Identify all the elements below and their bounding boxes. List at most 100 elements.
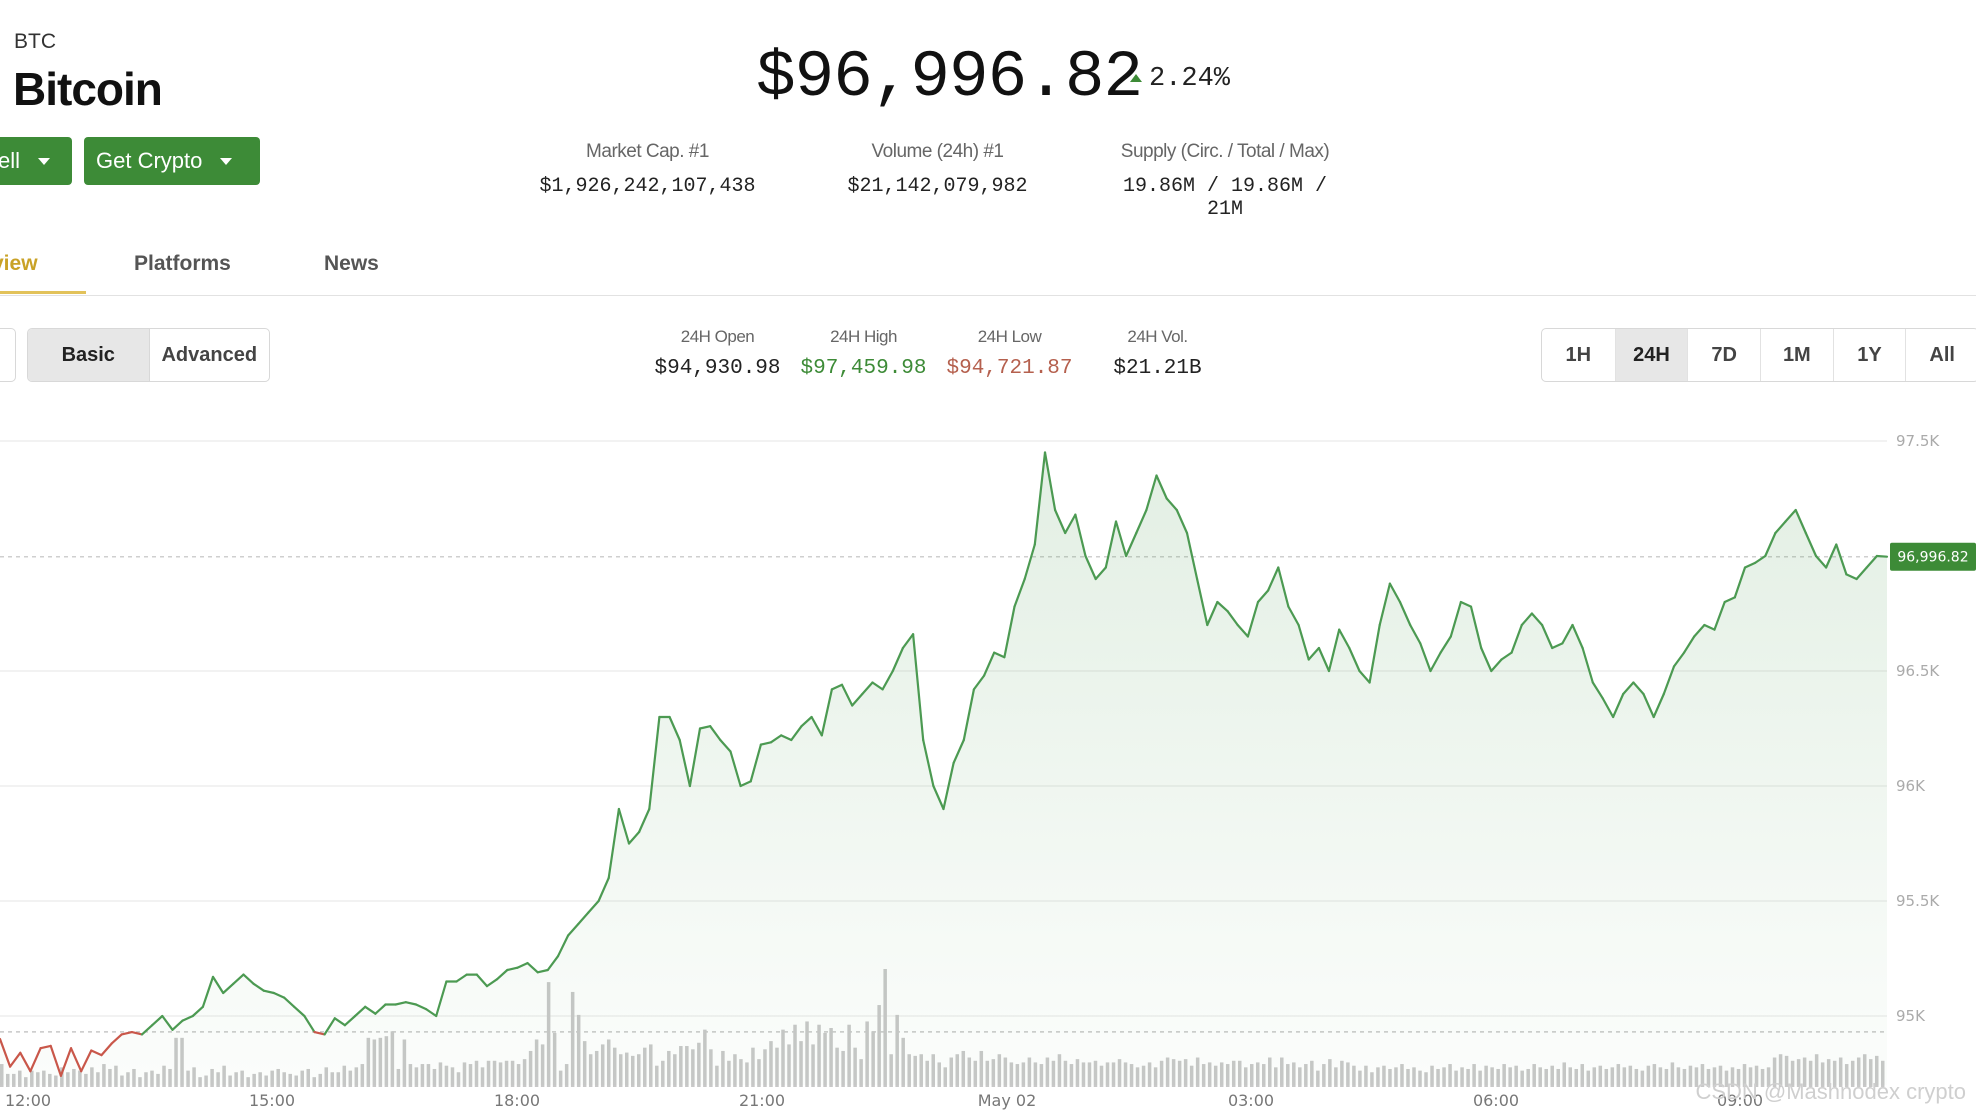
ohlc-value: $94,721.87 [946,357,1073,380]
price-line-segment [729,750,742,788]
price-tag-label: 96,996.82 [1897,550,1968,566]
price-line-segment [49,1044,63,1077]
price-line-segment [607,807,621,880]
price-line-segment [1358,669,1371,684]
price-line-segment [354,1005,367,1018]
tab-news[interactable]: News [324,252,379,275]
price-line-segment [830,683,844,691]
price-line-segment [516,961,529,969]
price-line-segment [1571,623,1584,650]
price-line-segment [1256,589,1270,604]
range-all-button[interactable]: All [1905,329,1976,381]
price-line-segment [100,1042,113,1057]
price-line-segment [526,961,539,974]
price-line-segment [9,1051,22,1068]
ohlc-volume: 24H Vol. $21.21B [1100,327,1215,380]
range-7d-button[interactable]: 7D [1687,329,1760,381]
range-1h-button[interactable]: 1H [1565,343,1592,366]
price-line-segment [1226,610,1239,627]
price-line-segment [414,1003,428,1011]
price-line-segment [19,1051,32,1073]
price-line-segment [1500,651,1513,661]
chevron-down-icon [38,157,51,165]
ohlc-label: 24H Open [680,327,755,346]
price-line-segment [1429,651,1442,673]
price-line-segment [1743,561,1757,569]
price-line-segment [211,975,225,995]
tab-overview[interactable]: view [0,252,38,275]
price-line-segment [942,761,955,811]
price-line-segment [901,633,915,650]
ohlc-label: 24H Low [977,327,1042,346]
mode-advanced-button[interactable]: Advanced [148,329,270,381]
stat-volume: Volume (24h) #1 $21,142,079,982 [830,141,1045,198]
stat-value: 19.86M / 19.86M / 21M [1122,175,1328,221]
active-tab-indicator [0,291,86,294]
chart-type-toggle-partial[interactable] [0,328,16,382]
ohlc-value: $94,930.98 [654,357,781,380]
price-line-segment [1723,596,1736,604]
price-line-segment [181,1014,194,1022]
tab-platforms[interactable]: Platforms [134,252,231,275]
price-line-segment [303,1014,316,1034]
price-line-segment [1277,566,1290,608]
ohlc-open: 24H Open $94,930.98 [650,327,785,380]
price-line-segment [59,1047,73,1077]
price-line-segment [617,807,631,845]
price-line-segment [993,651,1006,659]
price-line-segment [1480,646,1493,673]
tabs-divider [0,295,1976,296]
x-tick-label: 06:00 [1473,1091,1519,1110]
price-line-segment [678,738,692,788]
price-line-segment [851,692,864,707]
price-line-segment [1114,520,1128,558]
price-line-segment [1652,692,1665,719]
x-tick-label: 09:00 [1717,1091,1763,1110]
price-line-segment [485,978,499,988]
stat-label: Volume (24h) #1 [871,141,1004,162]
sell-button[interactable]: ell [0,137,72,185]
price-line-segment [1814,554,1828,569]
ohlc-label: 24H High [830,327,897,346]
price-line-segment [1307,646,1321,661]
range-24h-button[interactable]: 24H [1614,329,1688,381]
price-line-segment [1338,628,1351,650]
price-line-segment [1053,508,1067,535]
price-line-segment [425,1007,438,1018]
price-line-segment [1409,623,1422,645]
range-1m-button[interactable]: 1M [1760,329,1833,381]
price-line-segment [1824,543,1838,569]
price-line-segment [242,973,255,985]
price-line-segment [1084,554,1097,581]
price-line-segment [1449,600,1463,638]
mode-basic-button[interactable]: Basic [28,329,149,381]
get-crypto-button[interactable]: Get Crypto [84,137,260,185]
price-line-segment [161,1014,174,1031]
price-line-segment [1672,651,1686,668]
price-line-segment [637,807,651,834]
price-line-segment [1145,474,1158,512]
range-1y-button[interactable]: 1Y [1832,329,1906,381]
price-line-segment [739,780,752,788]
price-line-segment [506,966,519,972]
price-change-percent: 2.24% [1149,64,1231,94]
price-line-segment [1845,573,1858,581]
price-line-segment [1561,623,1574,645]
x-tick-label: 15:00 [249,1091,295,1110]
watermark: CSDN @Mashnodex crypto [1695,1079,1966,1104]
price-line-segment [1135,508,1148,535]
stat-label: Market Cap. #1 [586,141,709,162]
price-line-segment [1591,681,1605,700]
price-line-segment [922,738,935,788]
price-line-segment [577,911,590,926]
price-line-segment [972,674,986,691]
price-line-segment [780,734,793,742]
price-line-segment [1520,612,1534,627]
stat-supply: Supply (Circ. / Total / Max) 19.86M / 19… [1105,141,1345,221]
price-line-segment [1206,600,1219,627]
ohlc-value: $97,459.98 [800,357,927,380]
price-line-segment [0,1037,12,1068]
price-line-segment [1388,582,1402,604]
price-line-segment [556,934,570,958]
